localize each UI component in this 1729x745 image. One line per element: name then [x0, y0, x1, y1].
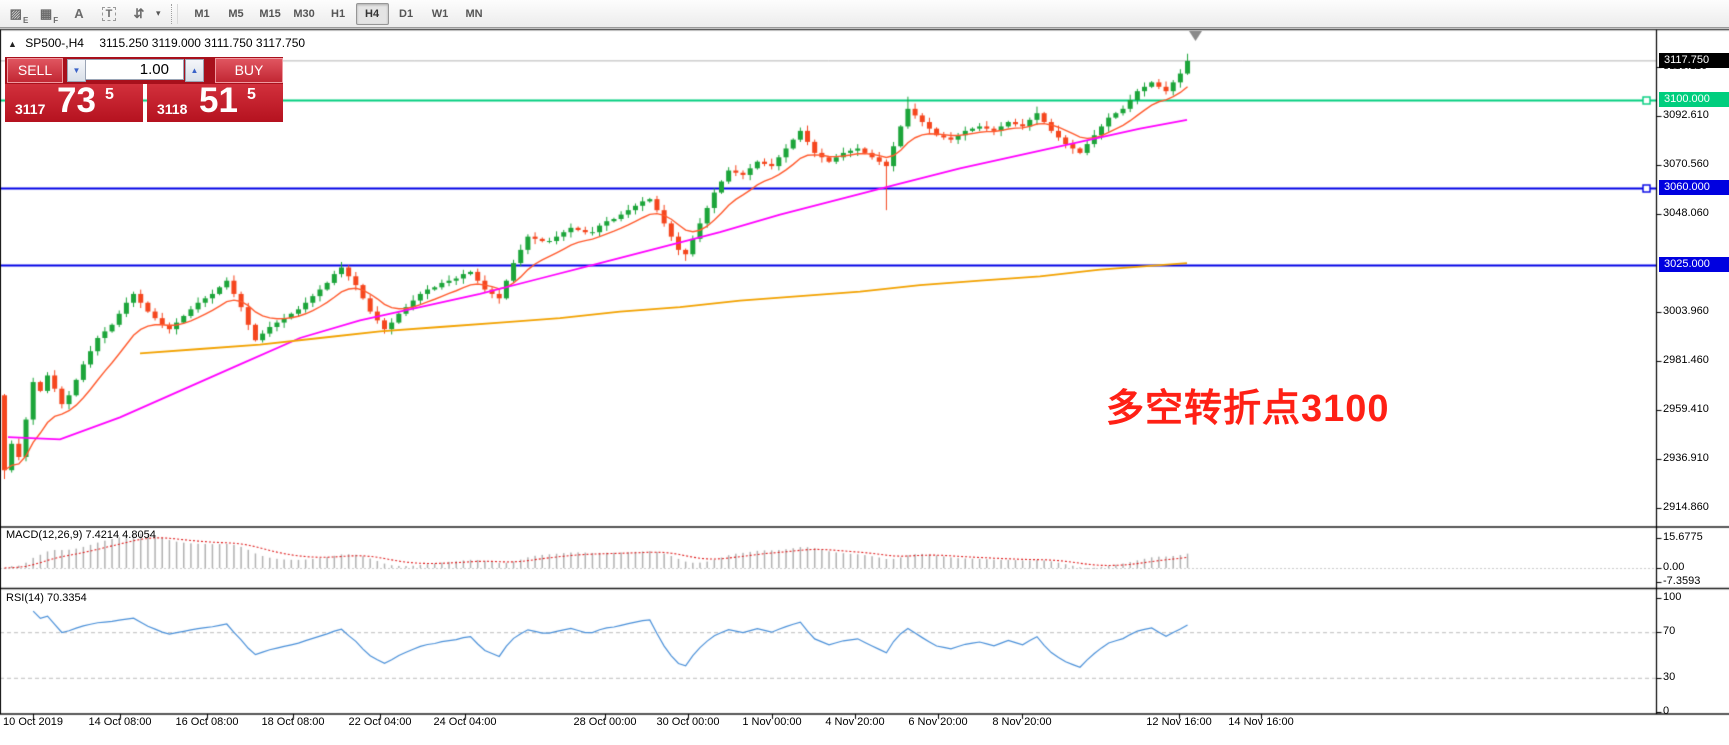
sell-price-box[interactable]: 3117 73 5 — [5, 81, 143, 122]
price-axis-tick-label: 3092.610 — [1663, 109, 1709, 122]
price-axis-tick-label: 3070.560 — [1663, 157, 1709, 170]
grid-icon[interactable]: ▦ F — [39, 5, 59, 25]
volume-input[interactable] — [85, 59, 184, 80]
price-axis-tick-label: 2914.860 — [1663, 501, 1709, 513]
collapse-panel-icon[interactable]: ▲ — [8, 39, 17, 49]
cycles-icon[interactable]: ⇵ — [133, 5, 145, 21]
timeframe-button-d1[interactable]: D1 — [399, 7, 414, 20]
time-axis-label: 28 Oct 00:00 — [573, 716, 637, 728]
draw-objects-glyph: ▨ — [9, 5, 22, 21]
rsi-axis-label: 0 — [1663, 705, 1670, 717]
sell-button[interactable]: SELL — [7, 58, 63, 83]
rsi-axis-label: 30 — [1663, 670, 1676, 683]
price-axis-tick-label: 2936.910 — [1663, 452, 1709, 465]
macd-label: MACD(12,26,9) 7.4214 4.8054 — [6, 529, 156, 541]
time-axis-label: 18 Oct 08:00 — [261, 716, 325, 728]
time-axis-label: 24 Oct 04:00 — [433, 716, 497, 728]
price-level-label-3025[interactable]: 3025.000 — [1659, 257, 1729, 273]
draw-objects-icon[interactable]: ▨ E — [9, 5, 29, 25]
time-axis-label: 6 Nov 20:00 — [908, 716, 968, 728]
price-axis-tick-label: 2981.460 — [1663, 354, 1709, 367]
chart-title: ▲ SP500-,H4 3115.250 3119.000 3111.750 3… — [8, 36, 305, 50]
rsi-label: RSI(14) 70.3354 — [6, 592, 87, 604]
price-level-label-3060[interactable]: 3060.000 — [1659, 180, 1729, 196]
sell-price-prefix: 3117 — [15, 101, 46, 117]
time-axis-label: 10 Oct 2019 — [3, 716, 63, 728]
one-click-trading-panel: SELL ▼ ▲ BUY 3117 73 5 3118 51 5 — [5, 57, 283, 122]
text-label-icon[interactable]: A — [74, 6, 84, 21]
time-axis-label: 22 Oct 04:00 — [348, 716, 412, 728]
macd-axis-label: -7.3593 — [1663, 575, 1701, 588]
text-box-icon[interactable]: T — [96, 3, 122, 25]
toolbar-dropdown-caret[interactable]: ▾ — [156, 8, 161, 18]
time-axis-label: 1 Nov 00:00 — [742, 716, 802, 728]
price-axis-tick-label: 3003.960 — [1663, 304, 1709, 317]
time-axis-label: 4 Nov 20:00 — [825, 716, 885, 728]
grid-glyph: ▦ — [39, 5, 53, 21]
time-axis-label: 14 Oct 08:00 — [88, 716, 152, 728]
timeframe-button-h4[interactable]: H4 — [355, 2, 389, 25]
chart-symbol: SP500-,H4 — [25, 36, 84, 50]
volume-increase-button[interactable]: ▲ — [185, 59, 204, 82]
rsi-axis-label: 70 — [1663, 625, 1676, 638]
rsi-axis-label: 100 — [1663, 591, 1682, 603]
timeframe-button-h1[interactable]: H1 — [331, 7, 346, 20]
timeframe-button-m15[interactable]: M15 — [259, 7, 281, 20]
price-axis-tick-label: 3048.060 — [1663, 207, 1709, 220]
chart-ohlc-values: 3115.250 3119.000 3111.750 3117.750 — [99, 36, 306, 50]
current-price-label: 3117.750 — [1659, 52, 1729, 68]
buy-button[interactable]: BUY — [215, 58, 283, 83]
timeframe-bar: M1 M5 M15 M30 H1 H4 D1 W1 MN — [186, 2, 492, 25]
toolbar: ▨ E ▦ F A T ⇵ ▾ M1 M5 M15 M30 H1 H4 D1 W1 MN — [0, 0, 1729, 28]
time-axis-label: 16 Oct 08:00 — [175, 716, 239, 728]
time-axis-label: 12 Nov 16:00 — [1146, 716, 1212, 728]
price-axis-tick-label: 2959.410 — [1663, 402, 1709, 415]
timeframe-button-m1[interactable]: M1 — [194, 7, 210, 20]
sell-price-main: 73 — [57, 81, 96, 120]
macd-axis-label: 15.6775 — [1663, 531, 1703, 543]
trade-panel-top-row: SELL ▼ ▲ BUY — [5, 57, 283, 84]
volume-decrease-button[interactable]: ▼ — [67, 59, 86, 82]
timeframe-button-m5[interactable]: M5 — [228, 7, 244, 20]
time-axis-label: 30 Oct 00:00 — [656, 716, 720, 728]
time-axis-label: 8 Nov 20:00 — [992, 716, 1052, 728]
buy-price-prefix: 3118 — [157, 101, 188, 117]
time-axis-label: 14 Nov 16:00 — [1228, 716, 1294, 728]
timeframe-button-mn[interactable]: MN — [465, 7, 483, 20]
buy-price-main: 51 — [199, 81, 238, 120]
buy-price-box[interactable]: 3118 51 5 — [147, 81, 283, 122]
toolbar-separator — [170, 3, 178, 24]
sell-price-pip: 5 — [105, 86, 114, 103]
timeframe-button-w1[interactable]: W1 — [431, 7, 449, 20]
annotation-text: 多空转折点3100 — [1106, 388, 1390, 430]
buy-price-pip: 5 — [247, 86, 256, 103]
price-level-label-3100[interactable]: 3100.000 — [1659, 92, 1729, 107]
macd-axis-label: 0.00 — [1663, 561, 1685, 573]
timeframe-button-m30[interactable]: M30 — [293, 7, 315, 20]
